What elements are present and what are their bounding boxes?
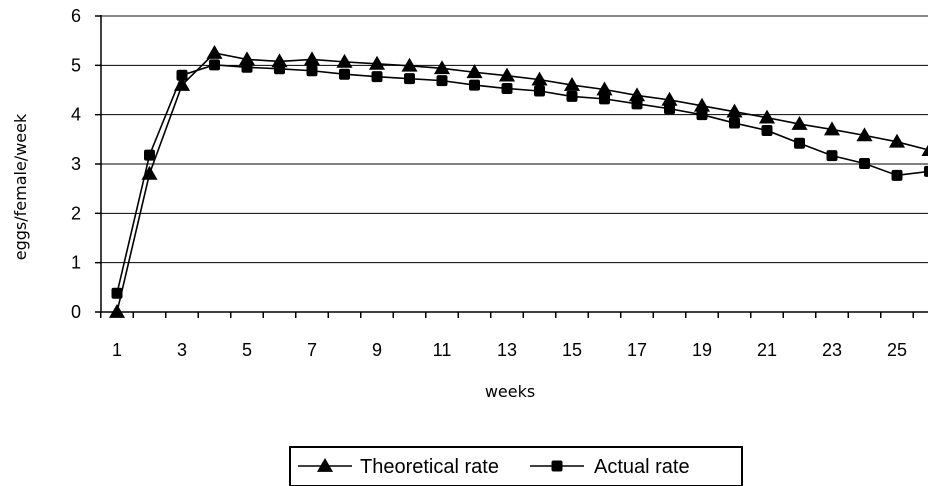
x-tick-label: 1	[112, 340, 122, 360]
legend-label: Theoretical rate	[360, 456, 499, 478]
triangle-marker	[316, 457, 334, 472]
axes	[95, 15, 928, 318]
triangle-marker	[563, 77, 581, 91]
square-marker	[436, 75, 448, 87]
triangle-marker	[596, 81, 613, 96]
triangle-marker	[466, 64, 483, 79]
square-marker	[551, 460, 563, 472]
square-marker	[469, 79, 480, 91]
square-marker	[729, 117, 740, 129]
x-tick-label: 19	[692, 340, 712, 360]
y-tick-label: 6	[71, 6, 81, 26]
triangle-marker	[823, 121, 841, 136]
square-marker	[534, 85, 545, 97]
triangle-marker	[401, 57, 418, 72]
triangle-marker	[433, 60, 451, 75]
x-tick-label: 9	[372, 340, 382, 360]
y-tick-label: 2	[71, 203, 81, 223]
triangle-marker	[921, 144, 928, 157]
square-marker	[209, 59, 220, 71]
x-axis-title: weeks	[485, 382, 535, 401]
triangle-marker	[791, 115, 808, 130]
triangle-marker	[661, 91, 678, 106]
square-marker	[696, 109, 708, 121]
square-marker	[631, 98, 643, 110]
triangle-marker	[303, 51, 321, 66]
x-tick-label: 23	[822, 340, 842, 360]
triangle-marker	[693, 97, 711, 112]
triangle-marker	[238, 51, 256, 66]
x-tick-label: 21	[757, 340, 777, 360]
triangle-marker	[206, 44, 223, 59]
square-marker	[566, 90, 578, 102]
x-tick-label: 7	[307, 340, 317, 360]
square-marker	[404, 73, 415, 85]
y-tick-label: 0	[71, 302, 81, 322]
triangle-marker	[141, 165, 158, 180]
square-marker	[274, 63, 285, 75]
gridlines	[101, 15, 928, 264]
square-marker	[144, 149, 155, 161]
square-marker	[794, 137, 805, 149]
square-marker	[599, 93, 610, 105]
x-tick-label: 15	[562, 340, 582, 360]
triangle-marker	[368, 55, 386, 70]
triangle-marker	[628, 87, 646, 102]
y-tick-label: 5	[71, 55, 81, 75]
x-tick-label: 25	[887, 340, 907, 360]
legend-box	[289, 446, 743, 486]
triangle-marker	[888, 133, 906, 148]
triangle-marker	[531, 71, 548, 86]
tick-labels: 012345613579111315171921232527	[71, 6, 907, 360]
x-tick-label: 3	[177, 340, 187, 360]
triangle-marker	[108, 303, 126, 318]
triangle-marker	[856, 127, 873, 142]
series-theoretical-rate	[108, 44, 928, 318]
square-marker	[339, 68, 350, 80]
x-tick-label: 13	[497, 340, 517, 360]
y-tick-label: 4	[71, 105, 81, 125]
square-marker	[371, 71, 383, 83]
square-marker	[111, 287, 123, 299]
square-marker	[664, 103, 675, 115]
x-tick-label: 11	[433, 340, 452, 360]
series-layer	[108, 44, 928, 318]
y-axis-title: eggs/female/week	[11, 113, 30, 260]
series-line	[116, 64, 928, 294]
square-marker	[924, 165, 928, 177]
square-marker	[176, 69, 188, 81]
legend-label: Actual rate	[594, 456, 690, 478]
legend: Theoretical rate Actual rate	[289, 446, 743, 486]
x-tick-label: 17	[627, 340, 647, 360]
triangle-marker	[758, 109, 776, 124]
square-marker	[826, 150, 838, 162]
triangle-marker	[726, 103, 743, 118]
triangle-marker	[173, 77, 191, 91]
y-tick-label: 1	[71, 253, 81, 273]
series-actual-rate	[111, 59, 928, 299]
square-marker	[306, 65, 318, 77]
x-tick-label: 5	[242, 340, 252, 360]
square-marker	[761, 124, 773, 136]
square-marker	[891, 169, 903, 181]
square-marker	[859, 158, 870, 170]
y-tick-label: 3	[71, 154, 81, 174]
square-marker	[241, 61, 253, 73]
triangle-marker	[336, 53, 353, 68]
series-line	[116, 52, 928, 313]
triangle-marker	[498, 67, 516, 82]
square-marker	[501, 83, 513, 95]
